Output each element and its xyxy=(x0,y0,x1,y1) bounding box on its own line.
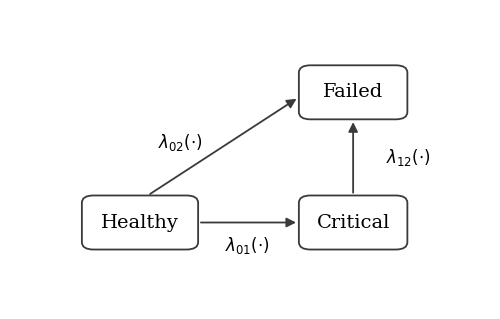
Text: $\lambda_{12}(\cdot)$: $\lambda_{12}(\cdot)$ xyxy=(386,147,431,168)
Text: Failed: Failed xyxy=(323,83,384,101)
FancyBboxPatch shape xyxy=(299,65,408,119)
Text: $\lambda_{01}(\cdot)$: $\lambda_{01}(\cdot)$ xyxy=(224,235,270,256)
Text: $\lambda_{02}(\cdot)$: $\lambda_{02}(\cdot)$ xyxy=(158,132,203,153)
Text: Healthy: Healthy xyxy=(101,213,179,232)
FancyBboxPatch shape xyxy=(82,196,198,249)
Text: Critical: Critical xyxy=(316,213,390,232)
FancyBboxPatch shape xyxy=(299,196,408,249)
